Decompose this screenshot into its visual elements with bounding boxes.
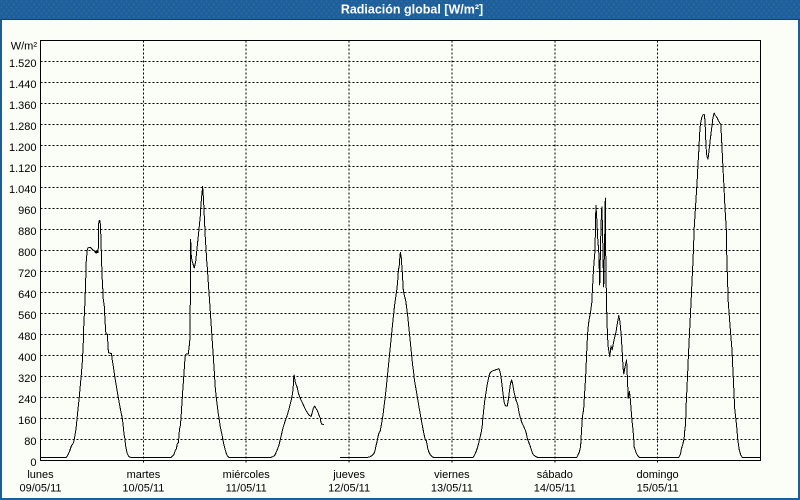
- svg-text:640: 640: [18, 289, 36, 301]
- svg-text:960: 960: [18, 205, 36, 217]
- svg-text:miércoles: miércoles: [223, 469, 271, 481]
- svg-text:W/m²: W/m²: [11, 41, 38, 53]
- svg-text:13/05/11: 13/05/11: [431, 483, 473, 495]
- svg-text:560: 560: [18, 310, 36, 322]
- svg-text:1.120: 1.120: [9, 163, 37, 175]
- svg-text:1.280: 1.280: [9, 121, 37, 133]
- svg-text:480: 480: [18, 331, 36, 343]
- svg-text:240: 240: [18, 394, 36, 406]
- svg-text:720: 720: [18, 268, 36, 280]
- svg-text:09/05/11: 09/05/11: [19, 483, 61, 495]
- svg-text:1.520: 1.520: [9, 58, 37, 70]
- svg-text:lunes: lunes: [27, 469, 54, 481]
- svg-text:400: 400: [18, 352, 36, 364]
- svg-text:0: 0: [30, 457, 36, 469]
- svg-text:14/05/11: 14/05/11: [534, 483, 576, 495]
- svg-text:1.040: 1.040: [9, 184, 37, 196]
- svg-text:1.200: 1.200: [9, 142, 37, 154]
- svg-text:jueves: jueves: [332, 469, 365, 481]
- svg-text:800: 800: [18, 247, 36, 259]
- svg-text:80: 80: [24, 436, 36, 448]
- svg-text:Radiación global [W/m²]: Radiación global [W/m²]: [341, 3, 483, 17]
- svg-text:10/05/11: 10/05/11: [122, 483, 164, 495]
- svg-text:880: 880: [18, 226, 36, 238]
- svg-text:160: 160: [18, 415, 36, 427]
- svg-text:12/05/11: 12/05/11: [328, 483, 370, 495]
- svg-text:martes: martes: [127, 469, 161, 481]
- svg-text:11/05/11: 11/05/11: [226, 483, 267, 495]
- svg-text:1.360: 1.360: [9, 100, 37, 112]
- svg-text:320: 320: [18, 373, 36, 385]
- svg-text:viernes: viernes: [434, 469, 470, 481]
- svg-text:sábado: sábado: [537, 469, 573, 481]
- svg-text:1.440: 1.440: [9, 79, 37, 91]
- svg-text:domingo: domingo: [636, 469, 678, 481]
- svg-text:15/05/11: 15/05/11: [637, 483, 679, 495]
